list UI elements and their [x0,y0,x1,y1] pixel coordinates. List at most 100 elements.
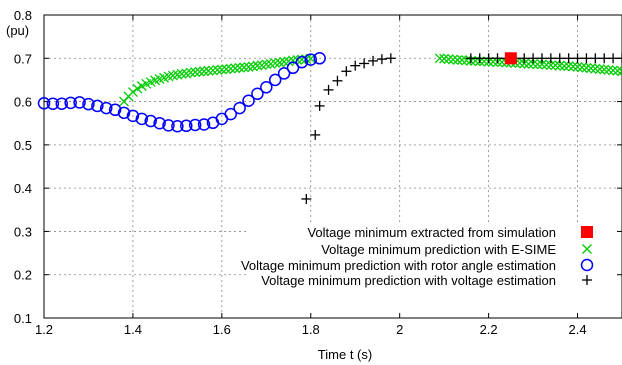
data-point [545,60,556,71]
data-point [64,96,77,110]
y-tick-label: 0.6 [14,95,32,110]
x-tick-label: 2.2 [480,322,498,337]
data-point [221,64,232,75]
data-point [194,66,205,77]
data-point [532,59,543,70]
data-point [577,62,587,73]
axis-ticks: 1.2 1.4 1.6 1.8 2 2.2 2.4 0.1 0.2 0.3 0.4 0.5 0.6 0.7… [14,8,622,337]
x-tick-label: 1.2 [35,322,53,337]
data-point [230,63,241,74]
data-point [443,54,454,65]
data-point [144,114,157,128]
data-point [581,53,592,64]
data-point [108,103,122,117]
legend-marker [580,258,594,272]
legend-label: Voltage minimum extracted from simulatio… [307,225,556,240]
data-point [341,66,352,77]
data-point [207,65,218,76]
data-point [483,53,494,64]
data-point [117,106,131,120]
data-point [323,84,334,95]
data-point [368,55,379,66]
data-point [572,61,583,72]
data-point [277,67,291,80]
x-tick-label: 1.8 [302,322,320,337]
data-point [465,53,476,64]
data-point [504,52,517,65]
data-point [55,97,69,110]
data-point [590,63,601,74]
data-point [608,53,619,64]
data-point [37,97,51,110]
data-point [91,99,104,113]
data-point [126,109,140,123]
series-3 [37,52,326,133]
data-point [304,53,318,66]
data-point [268,73,282,87]
series-1 [504,52,517,65]
data-point [461,55,472,66]
x-tick-label: 2.4 [568,322,586,337]
data-point [523,58,534,69]
series-2 [119,53,622,107]
data-point [585,63,596,74]
legend-label: Voltage minimum prediction with rotor an… [241,258,556,273]
y-tick-label: 0.7 [14,51,32,66]
data-point [243,61,254,72]
data-point [313,52,326,65]
data-point [295,55,309,69]
legend: Voltage minimum extracted from simulatio… [241,225,594,288]
data-point [554,53,565,64]
data-point [82,97,95,111]
data-point [251,87,264,101]
data-point [224,107,237,121]
data-point [132,83,143,94]
data-point [314,100,325,111]
data-point [270,58,281,69]
data-point [434,53,445,64]
data-point [261,59,272,70]
data-point [492,53,503,64]
legend-marker [581,226,593,238]
data-point [439,53,450,64]
data-point [225,63,236,74]
x-axis-label: Time t (s) [318,347,372,362]
data-point [603,65,614,75]
data-point [176,68,187,79]
data-point [612,65,622,76]
y-tick-label: 0.4 [14,181,32,196]
data-point [528,53,539,64]
y-tick-label: 0.1 [14,311,32,326]
data-point [135,112,149,126]
data-point [594,64,605,75]
data-point [541,59,552,70]
data-point [559,61,570,72]
data-point [216,64,227,75]
data-point [536,53,547,64]
data-point [242,94,255,107]
data-point [190,67,201,78]
data-point [350,60,361,71]
data-point [537,59,547,70]
data-point [474,53,485,64]
data-point [385,53,396,64]
data-point [46,97,60,110]
data-point [581,62,592,73]
data-point [153,116,166,130]
legend-label: Voltage minimum prediction with E-SIME [321,242,556,257]
series-4 [301,53,622,204]
data-point [180,119,193,133]
data-point [296,54,307,65]
y-tick-label: 0.3 [14,224,32,239]
y-tick-label: 0.8 [14,8,32,23]
plot-frame [43,14,622,319]
data-point [376,54,387,65]
data-point [188,118,202,132]
data-point [99,101,113,115]
data-point [197,118,211,131]
data-point [239,62,250,73]
data-point [519,58,530,69]
data-point [310,129,321,140]
legend-marker [582,275,592,285]
data-point [563,61,574,72]
